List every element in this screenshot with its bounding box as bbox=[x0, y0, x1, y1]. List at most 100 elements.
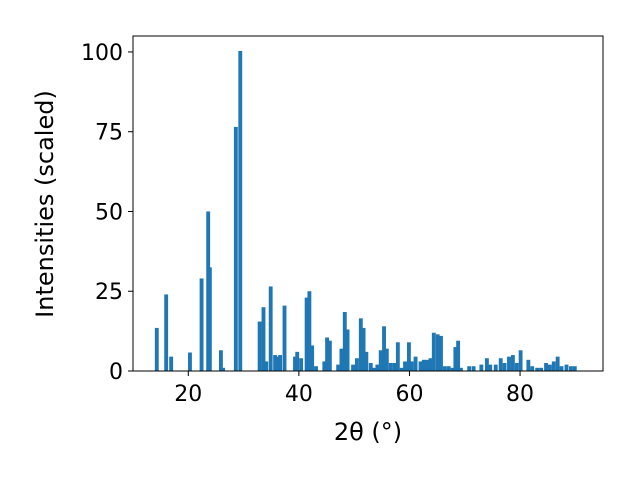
bar bbox=[450, 367, 455, 371]
bar bbox=[368, 363, 373, 371]
bar bbox=[238, 51, 243, 371]
bar bbox=[518, 350, 523, 371]
bar bbox=[282, 305, 287, 371]
bar bbox=[293, 356, 297, 371]
bar bbox=[307, 291, 312, 371]
bar bbox=[421, 359, 426, 371]
bar bbox=[325, 337, 330, 371]
bar bbox=[428, 358, 433, 371]
bar bbox=[164, 294, 169, 371]
bar bbox=[471, 366, 476, 371]
bar bbox=[544, 363, 548, 371]
bar bbox=[372, 367, 377, 371]
bar bbox=[261, 307, 266, 371]
bar bbox=[530, 366, 535, 371]
bar bbox=[507, 356, 511, 371]
y-tick-label: 50 bbox=[95, 200, 123, 225]
bar bbox=[207, 267, 212, 371]
bar bbox=[458, 367, 463, 371]
bar bbox=[484, 358, 489, 371]
y-tick-label: 0 bbox=[109, 360, 123, 385]
bar bbox=[456, 340, 461, 371]
bar bbox=[169, 356, 174, 371]
bar bbox=[498, 358, 503, 371]
y-axis-label: Intensities (scaled) bbox=[31, 90, 59, 318]
bar bbox=[399, 367, 404, 371]
bar bbox=[339, 348, 344, 371]
bar bbox=[299, 358, 304, 371]
bar bbox=[304, 297, 309, 371]
x-axis-label: 2θ (°) bbox=[334, 418, 402, 446]
bar bbox=[453, 347, 458, 371]
bar bbox=[384, 348, 389, 371]
bar bbox=[403, 361, 407, 371]
bar bbox=[442, 366, 447, 371]
bar bbox=[218, 350, 223, 371]
bar bbox=[446, 366, 451, 371]
bar bbox=[425, 359, 430, 371]
bar bbox=[388, 363, 393, 371]
bar bbox=[358, 318, 363, 371]
bar bbox=[409, 361, 414, 371]
bar bbox=[547, 364, 552, 371]
bar bbox=[479, 364, 484, 371]
bar bbox=[336, 364, 341, 371]
bar bbox=[327, 340, 332, 371]
bar bbox=[514, 363, 519, 371]
bar bbox=[382, 326, 386, 371]
bar bbox=[273, 355, 278, 371]
bar bbox=[188, 352, 192, 371]
bar bbox=[510, 355, 515, 371]
bar bbox=[295, 351, 300, 371]
bar bbox=[413, 356, 418, 371]
bar bbox=[572, 366, 577, 371]
bar bbox=[439, 335, 443, 371]
bar bbox=[322, 361, 327, 371]
bar bbox=[378, 350, 383, 371]
bar bbox=[278, 355, 283, 371]
bar bbox=[435, 334, 440, 371]
x-tick-label: 60 bbox=[395, 382, 423, 407]
bar bbox=[345, 329, 350, 371]
bar bbox=[551, 361, 556, 371]
bar bbox=[526, 359, 531, 371]
bar bbox=[467, 366, 472, 371]
bar bbox=[564, 364, 569, 371]
bar bbox=[154, 327, 159, 371]
bar bbox=[395, 342, 400, 371]
bar bbox=[539, 367, 544, 371]
bar bbox=[314, 366, 318, 371]
bar bbox=[199, 278, 204, 371]
y-tick-label: 100 bbox=[81, 41, 123, 66]
bar bbox=[502, 363, 507, 371]
bar bbox=[355, 358, 359, 371]
x-tick-label: 20 bbox=[174, 382, 202, 407]
bar bbox=[364, 351, 369, 371]
bar bbox=[535, 367, 540, 371]
bar bbox=[233, 126, 238, 372]
bar bbox=[488, 364, 493, 371]
bar bbox=[493, 364, 498, 371]
bar bbox=[264, 361, 269, 371]
bar bbox=[361, 327, 366, 371]
bar bbox=[375, 364, 380, 371]
y-axis-ticks: 0 25 50 75 100 bbox=[81, 41, 133, 385]
bar bbox=[268, 286, 273, 371]
x-axis-ticks: 20 40 60 80 bbox=[174, 371, 534, 407]
bar bbox=[392, 363, 397, 371]
x-tick-label: 40 bbox=[285, 382, 313, 407]
bar bbox=[406, 342, 411, 371]
bar bbox=[342, 311, 347, 371]
bar bbox=[418, 361, 423, 371]
bar bbox=[559, 366, 564, 371]
bar bbox=[555, 356, 560, 371]
x-tick-label: 80 bbox=[506, 382, 534, 407]
bar bbox=[221, 367, 226, 371]
bar bbox=[275, 356, 280, 371]
y-tick-label: 25 bbox=[95, 280, 123, 305]
bars-group bbox=[154, 51, 577, 372]
bar bbox=[351, 364, 356, 371]
bar bbox=[257, 321, 262, 371]
